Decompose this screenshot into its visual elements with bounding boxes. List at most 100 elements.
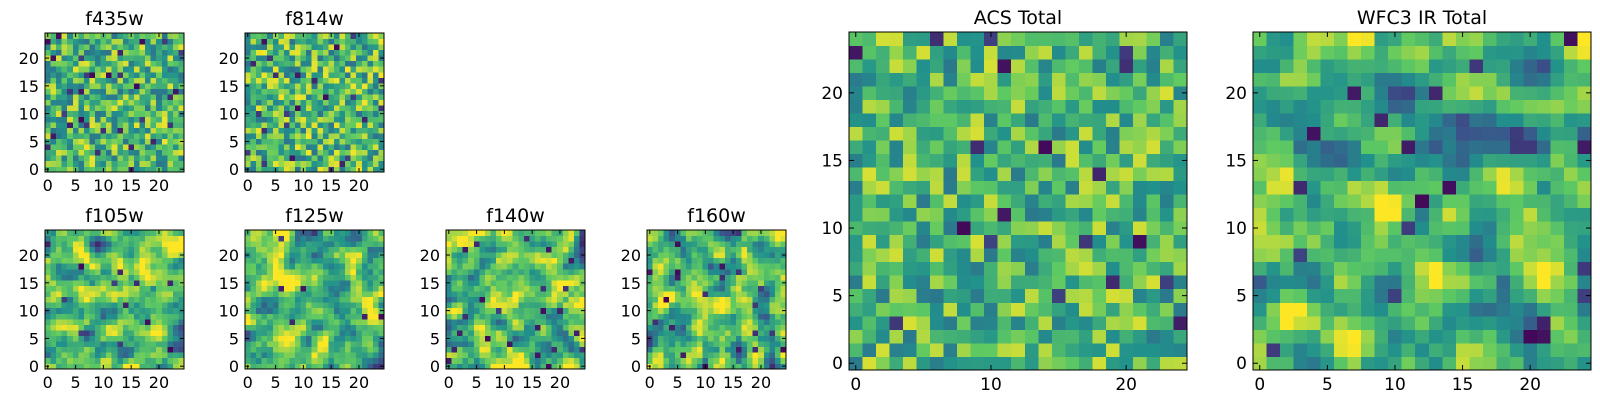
- heatmap-cell: [333, 235, 340, 242]
- heatmap-cell: [903, 86, 917, 100]
- heatmap-cell: [128, 99, 135, 106]
- heatmap-cell: [289, 33, 296, 39]
- heatmap-cell: [306, 257, 313, 264]
- heatmap-cell: [685, 357, 692, 364]
- heatmap-cell: [663, 263, 670, 270]
- heatmap-cell: [50, 121, 57, 128]
- heatmap-cell: [50, 71, 57, 78]
- heatmap-cell: [462, 274, 469, 281]
- heatmap-cell: [295, 99, 301, 106]
- heatmap-cell: [128, 144, 135, 151]
- heatmap-cell: [512, 324, 519, 331]
- heatmap-cell: [1173, 288, 1188, 303]
- heatmap-cell: [523, 246, 530, 253]
- heatmap-cell: [172, 99, 179, 106]
- heatmap-cell: [328, 296, 335, 303]
- heatmap-cell: [1051, 221, 1066, 236]
- heatmap-cell: [1280, 248, 1294, 263]
- heatmap-cells: [245, 230, 385, 370]
- heatmap-cell: [1132, 221, 1147, 236]
- heatmap-cell: [72, 241, 79, 248]
- heatmap-cell: [1092, 99, 1107, 114]
- heatmap-cell: [658, 313, 665, 320]
- heatmap-cell: [56, 149, 63, 156]
- heatmap-cell: [534, 263, 541, 270]
- heatmap-cell: [372, 357, 379, 364]
- heatmap-cell: [339, 268, 346, 275]
- heatmap-cell: [457, 268, 464, 275]
- heatmap-cell: [1011, 207, 1026, 222]
- heatmap-cell: [311, 149, 318, 156]
- heatmap-cell: [100, 246, 107, 253]
- heatmap-cell: [849, 140, 863, 155]
- heatmap-cell: [970, 342, 985, 357]
- heatmap-cell: [306, 307, 313, 314]
- heatmap-cell: [1563, 315, 1578, 330]
- heatmap-cell: [100, 291, 107, 298]
- heatmap-cell: [1159, 342, 1174, 357]
- heatmap-cell: [361, 352, 368, 359]
- heatmap-cell: [317, 274, 324, 281]
- heatmap-cell: [339, 352, 346, 359]
- heatmap-cell: [752, 274, 759, 281]
- heatmap-cell: [1428, 342, 1443, 357]
- heatmap-cell: [306, 341, 313, 348]
- heatmap-cell: [752, 330, 759, 336]
- heatmap-cell: [1469, 207, 1484, 222]
- heatmap-cell: [122, 230, 129, 236]
- heatmap-cell: [333, 71, 340, 78]
- heatmap-cell: [139, 313, 146, 320]
- heatmap-cell: [100, 357, 107, 364]
- heatmap-cell: [56, 307, 63, 314]
- heatmap-cell: [780, 324, 787, 331]
- heatmap-cell: [100, 44, 107, 51]
- heatmap-cell: [328, 83, 335, 89]
- heatmap-cell: [350, 285, 357, 292]
- heatmap-cell: [350, 307, 357, 314]
- heatmap-cell: [1428, 221, 1443, 236]
- heatmap-cell: [145, 149, 151, 156]
- heatmap-cell: [272, 318, 279, 325]
- heatmap-cell: [89, 341, 96, 348]
- heatmap-cell: [156, 144, 163, 151]
- heatmap-cell: [741, 346, 748, 353]
- heatmap-cell: [1038, 261, 1053, 276]
- heatmap-cell: [72, 346, 79, 353]
- heatmap-cell: [1011, 234, 1026, 249]
- heatmap-cell: [172, 160, 179, 167]
- heatmap-cell: [774, 330, 781, 336]
- heatmap-cell: [1024, 342, 1039, 357]
- y-tick-label: 20: [420, 246, 440, 265]
- heatmap-cell: [1496, 248, 1511, 263]
- heatmap-cell: [484, 246, 491, 253]
- heatmap-cell: [1132, 194, 1147, 209]
- heatmap-cell: [106, 252, 113, 259]
- heatmap-cell: [117, 318, 124, 325]
- heatmap-cell: [647, 291, 653, 298]
- heatmap-cell: [345, 291, 351, 298]
- heatmap-cell: [300, 133, 307, 139]
- heatmap-cell: [1132, 99, 1147, 114]
- heatmap-cell: [145, 274, 151, 281]
- heatmap-cell: [311, 263, 318, 270]
- heatmap-cell: [730, 307, 737, 314]
- heatmap-cell: [1173, 167, 1188, 182]
- heatmap-cell: [339, 133, 346, 139]
- heatmap-cell: [1523, 315, 1538, 330]
- heatmap-cell: [669, 246, 676, 253]
- heatmap-cell: [283, 110, 290, 117]
- heatmap-cell: [534, 346, 541, 353]
- heatmap-cell: [534, 230, 541, 236]
- heatmap-cell: [669, 241, 676, 248]
- heatmap-cell: [484, 307, 491, 314]
- heatmap-cell: [267, 60, 274, 67]
- heatmap-cell: [1024, 315, 1039, 330]
- heatmap-cell: [261, 263, 268, 270]
- heatmap-cell: [133, 252, 140, 259]
- heatmap-cell: [122, 144, 129, 151]
- heatmap-cell: [876, 126, 890, 141]
- heatmap-cell: [780, 257, 787, 264]
- heatmap-cell: [876, 153, 890, 168]
